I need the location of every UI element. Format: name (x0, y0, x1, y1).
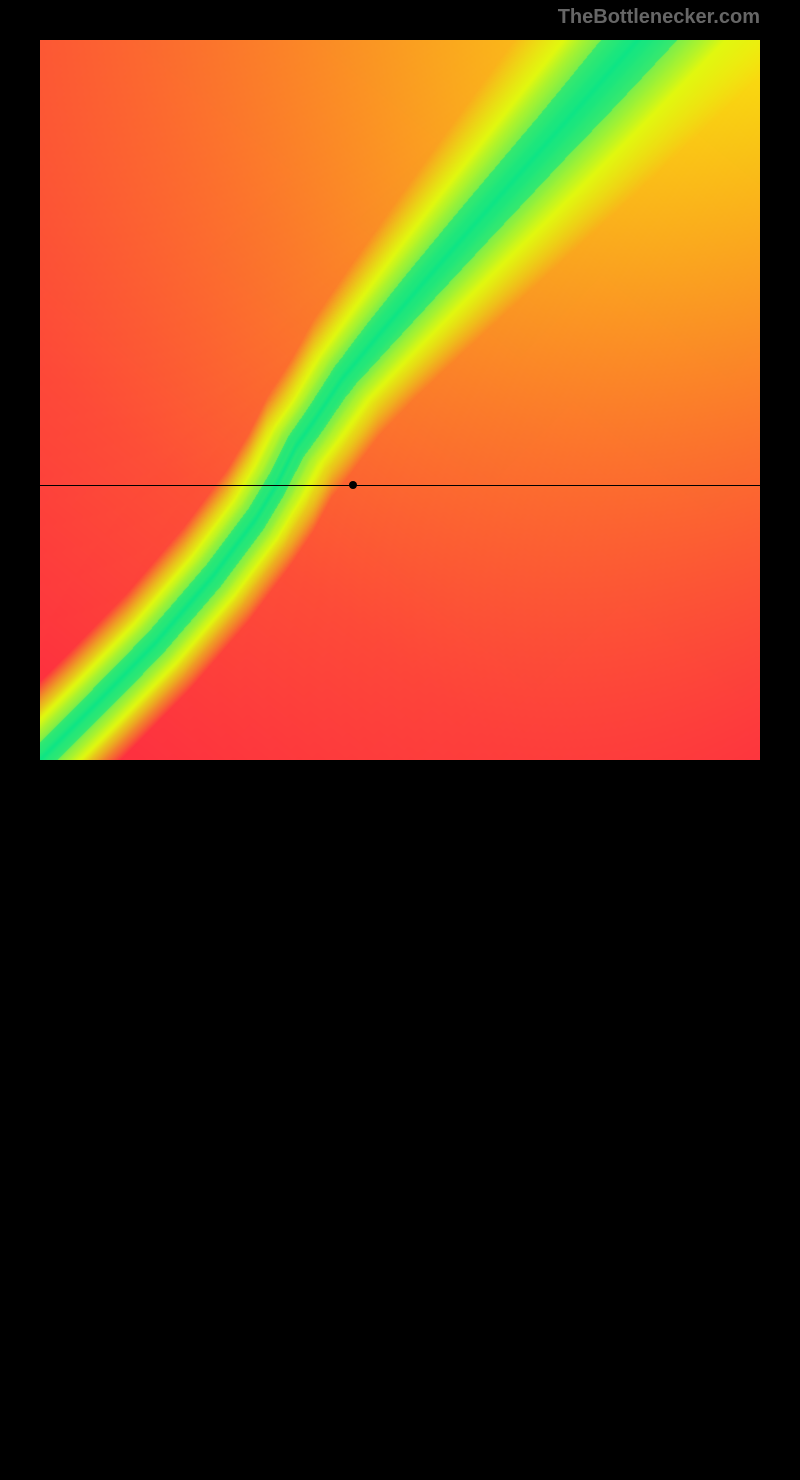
watermark-text: TheBottlenecker.com (558, 6, 760, 29)
heatmap-canvas (40, 40, 760, 760)
crosshair-vertical (353, 760, 354, 1480)
plot-area (40, 40, 760, 760)
crosshair-horizontal (40, 485, 760, 486)
crosshair-marker (349, 481, 357, 489)
